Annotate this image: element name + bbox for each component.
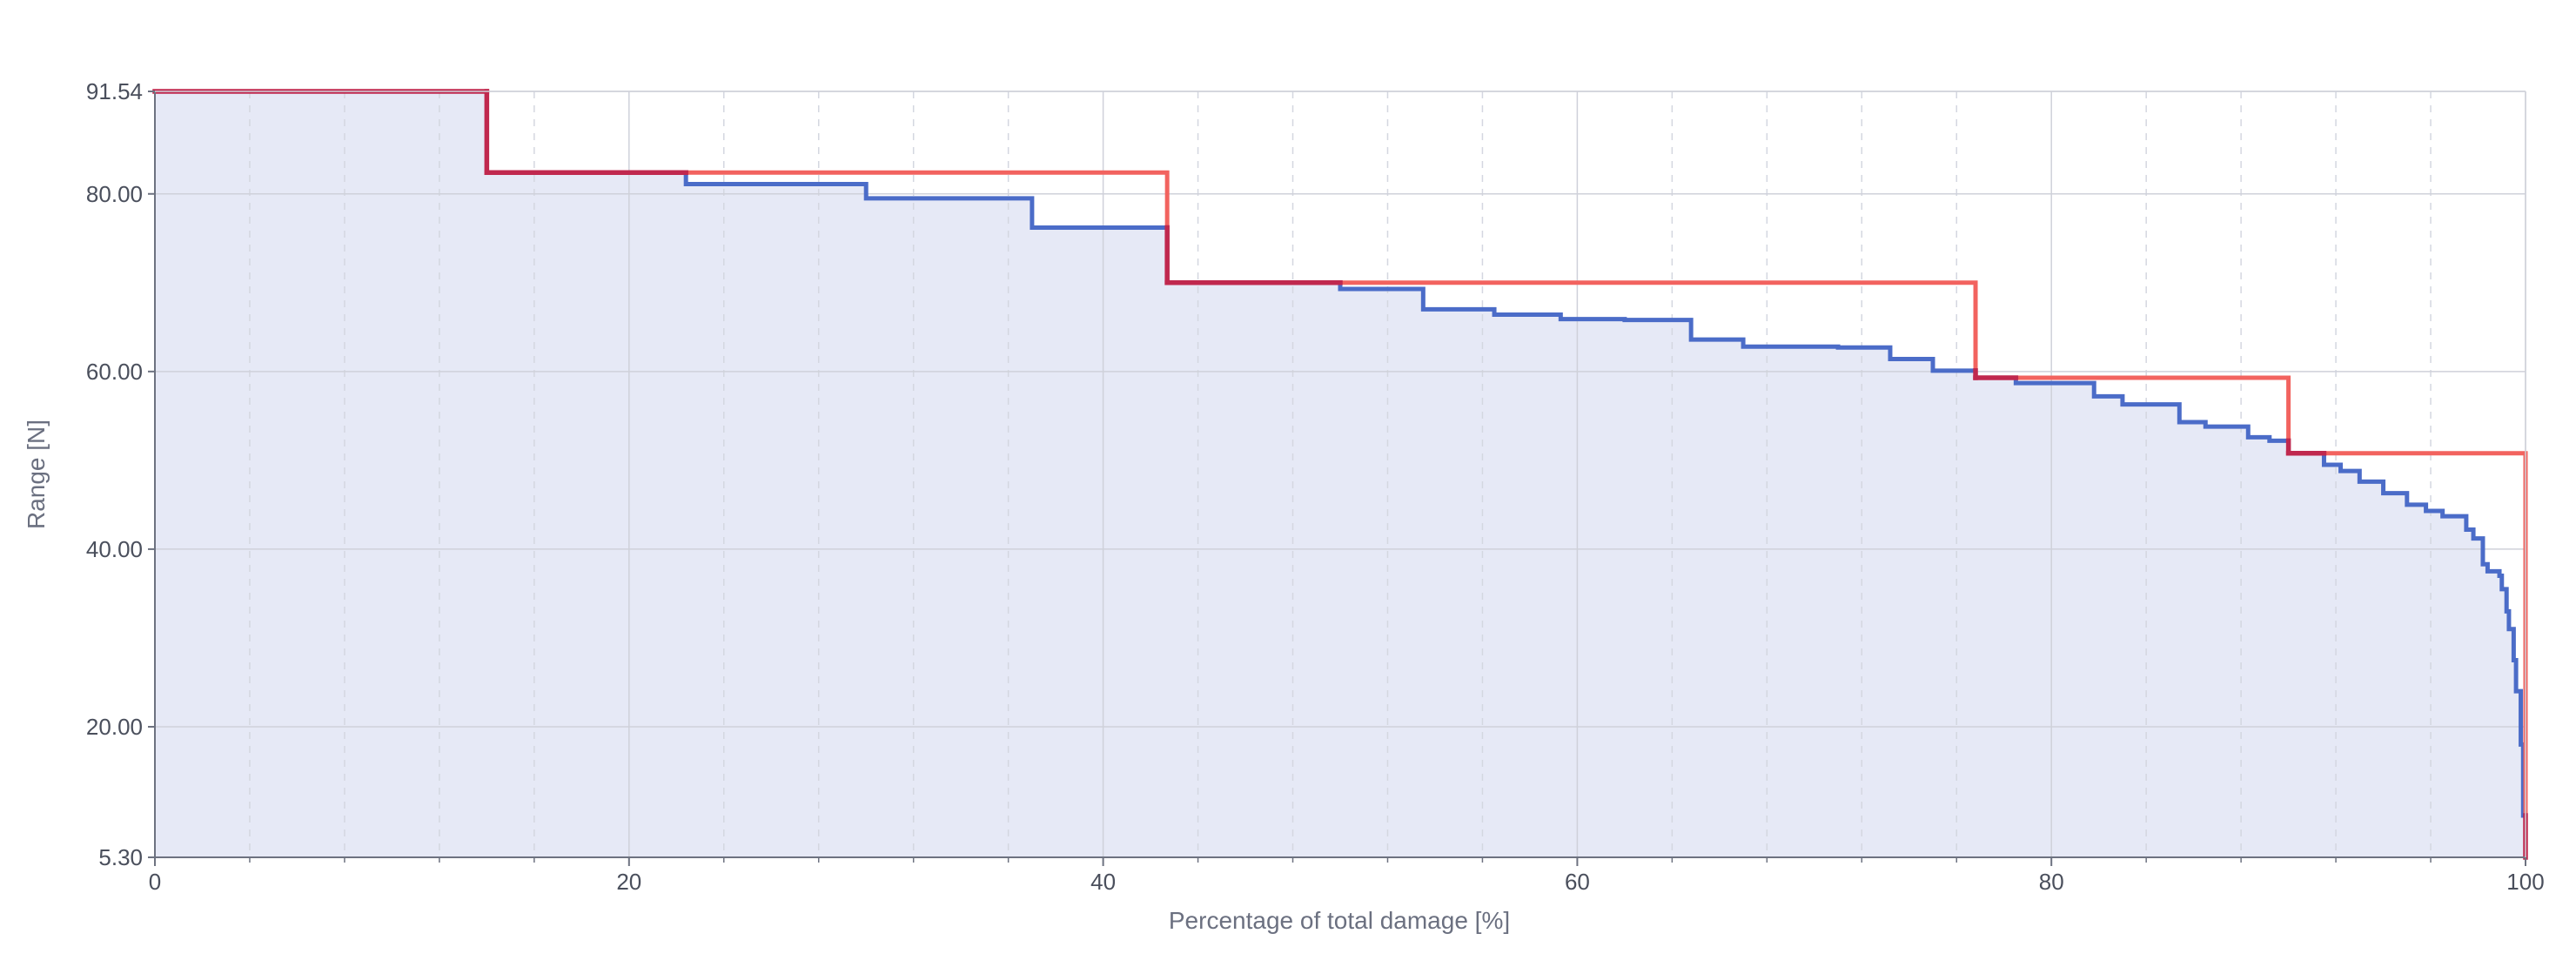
y-tick-label: 80.00 [86,181,143,207]
series-0-line [155,89,2528,857]
y-tick-label: 60.00 [86,359,143,385]
x-tick-label: 80 [2039,869,2064,895]
x-tick-label: 40 [1090,869,1116,895]
y-tick-label: 20.00 [86,714,143,740]
y-tick-label: 91.54 [86,78,143,104]
x-tick-label: 100 [2506,869,2544,895]
axes [148,91,2526,866]
x-axis-title: Percentage of total damage [%] [1169,907,1510,934]
x-tick-label: 0 [149,869,161,895]
grid-lines [155,91,2526,857]
x-tick-label: 60 [1565,869,1590,895]
y-tick-label: 5.30 [98,844,143,870]
y-tick-label: 40.00 [86,536,143,562]
x-tick-label: 20 [616,869,641,895]
plot-area [155,91,2526,857]
tick-labels: 0 20 40 60 80 100 5.30 20.00 40.00 60.00 80.00 91.5… [86,78,2545,895]
y-axis-title: Range [N] [23,420,50,529]
series-0-area-fill [155,91,2526,857]
